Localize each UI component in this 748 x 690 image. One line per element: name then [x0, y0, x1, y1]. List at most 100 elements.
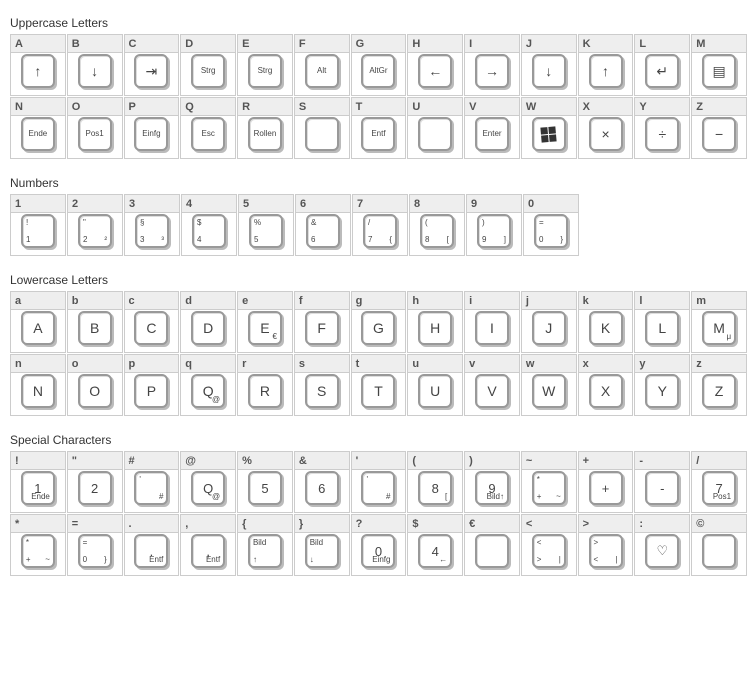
key-label: ♡: [656, 543, 668, 559]
char-cell: **+~: [10, 514, 66, 576]
key-label: A: [32, 320, 43, 336]
cell-header: A: [11, 35, 65, 53]
cell-header: O: [68, 98, 122, 116]
key-corner-label: §: [140, 218, 144, 227]
key-label: ↓: [544, 63, 553, 79]
cell-header: N: [11, 98, 65, 116]
cell-header: E: [238, 35, 292, 53]
cell-header: ?: [352, 515, 406, 533]
section-title-numbers: Numbers: [10, 176, 748, 190]
key-corner-label: Einfg: [372, 555, 390, 564]
char-cell: #'#: [124, 451, 180, 513]
cell-header: c: [125, 292, 179, 310]
key-corner-label: /: [368, 218, 370, 227]
keycap: D: [191, 311, 225, 345]
char-cell: FAlt: [294, 34, 350, 96]
char-cell: sS: [294, 354, 350, 416]
key-label: C: [145, 320, 157, 336]
char-cell: gG: [351, 291, 407, 353]
key-label: B: [89, 320, 100, 336]
char-cell: $4←: [407, 514, 463, 576]
keycap: Einfg: [134, 117, 168, 151]
cell-header: X: [579, 98, 633, 116]
char-cell: /7Pos1: [691, 451, 747, 513]
keycap: 2: [78, 471, 112, 505]
char-cell: }Bild↓: [294, 514, 350, 576]
keycap: U: [418, 374, 452, 408]
key-label: M: [712, 320, 726, 336]
char-cell: hH: [407, 291, 463, 353]
char-cell: ~*+~: [521, 451, 577, 513]
char-cell: jJ: [521, 291, 577, 353]
cell-header: w: [522, 355, 576, 373]
keycap: [305, 117, 339, 151]
key-corner-label: ²: [104, 235, 107, 244]
char-cell: DStrg: [180, 34, 236, 96]
char-cell: I→: [464, 34, 520, 96]
cell-header: :: [635, 515, 689, 533]
key-label: O: [88, 383, 101, 399]
key-corner-label: ': [139, 475, 141, 484]
keycap: J: [532, 311, 566, 345]
key-label: I: [489, 320, 495, 336]
key-corner-label: ": [83, 218, 86, 227]
cell-header: q: [181, 355, 235, 373]
cell-header: L: [635, 35, 689, 53]
char-cell: TEntf: [351, 97, 407, 159]
char-cell: wW: [521, 354, 577, 416]
keycap: H: [418, 311, 452, 345]
keycap: ▤: [702, 54, 736, 88]
keycap: Strg: [248, 54, 282, 88]
cell-header: 3: [125, 195, 179, 213]
key-label: Entf: [370, 129, 386, 139]
char-cell: VEnter: [464, 97, 520, 159]
char-cell: fF: [294, 291, 350, 353]
keycap: 1Ende: [21, 471, 55, 505]
char-cell: L↵: [634, 34, 690, 96]
keycap: Q@: [191, 471, 225, 505]
char-cell: &6: [294, 451, 350, 513]
key-label: E: [259, 320, 270, 336]
key-corner-label: 7: [368, 235, 372, 244]
key-label: H: [429, 320, 441, 336]
keycap: F: [305, 311, 339, 345]
key-corner-label: *: [537, 475, 540, 484]
char-cell: U: [407, 97, 463, 159]
cell-header: r: [238, 355, 292, 373]
key-corner-label: €: [272, 332, 276, 341]
cell-header: 0: [524, 195, 578, 213]
char-cell: @Q@: [180, 451, 236, 513]
keycap: -: [645, 471, 679, 505]
cell-header: J: [522, 35, 576, 53]
char-cell: M▤: [691, 34, 747, 96]
key-corner-label: &: [311, 218, 316, 227]
section-title-lowercase: Lowercase Letters: [10, 273, 748, 287]
keycap: ⇥: [134, 54, 168, 88]
char-cell: vV: [464, 354, 520, 416]
key-corner-label: +: [26, 555, 31, 564]
keycap: T: [361, 374, 395, 408]
keycap: '#: [361, 471, 395, 505]
key-corner-label: [: [447, 235, 449, 244]
key-label: L: [657, 320, 667, 336]
key-corner-label: ↑: [253, 555, 257, 564]
cell-header: Z: [692, 98, 746, 116]
windows-icon: [541, 126, 557, 142]
cell-header: 4: [182, 195, 236, 213]
char-cell: ©: [691, 514, 747, 576]
keycap: %5: [249, 214, 283, 248]
cell-header: ': [352, 452, 406, 470]
keycap: L: [645, 311, 679, 345]
char-cell: 8(8[: [409, 194, 465, 256]
char-cell: nN: [10, 354, 66, 416]
cell-header: z: [692, 355, 746, 373]
key-label: S: [316, 383, 327, 399]
key-corner-label: *: [26, 538, 29, 547]
char-cell: )9Bild↑: [464, 451, 520, 513]
cell-header: g: [352, 292, 406, 310]
cell-header: S: [295, 98, 349, 116]
keycap: Entf: [361, 117, 395, 151]
key-corner-label: |: [559, 555, 561, 564]
key-label: 2: [91, 481, 98, 496]
char-cell: PEinfg: [124, 97, 180, 159]
